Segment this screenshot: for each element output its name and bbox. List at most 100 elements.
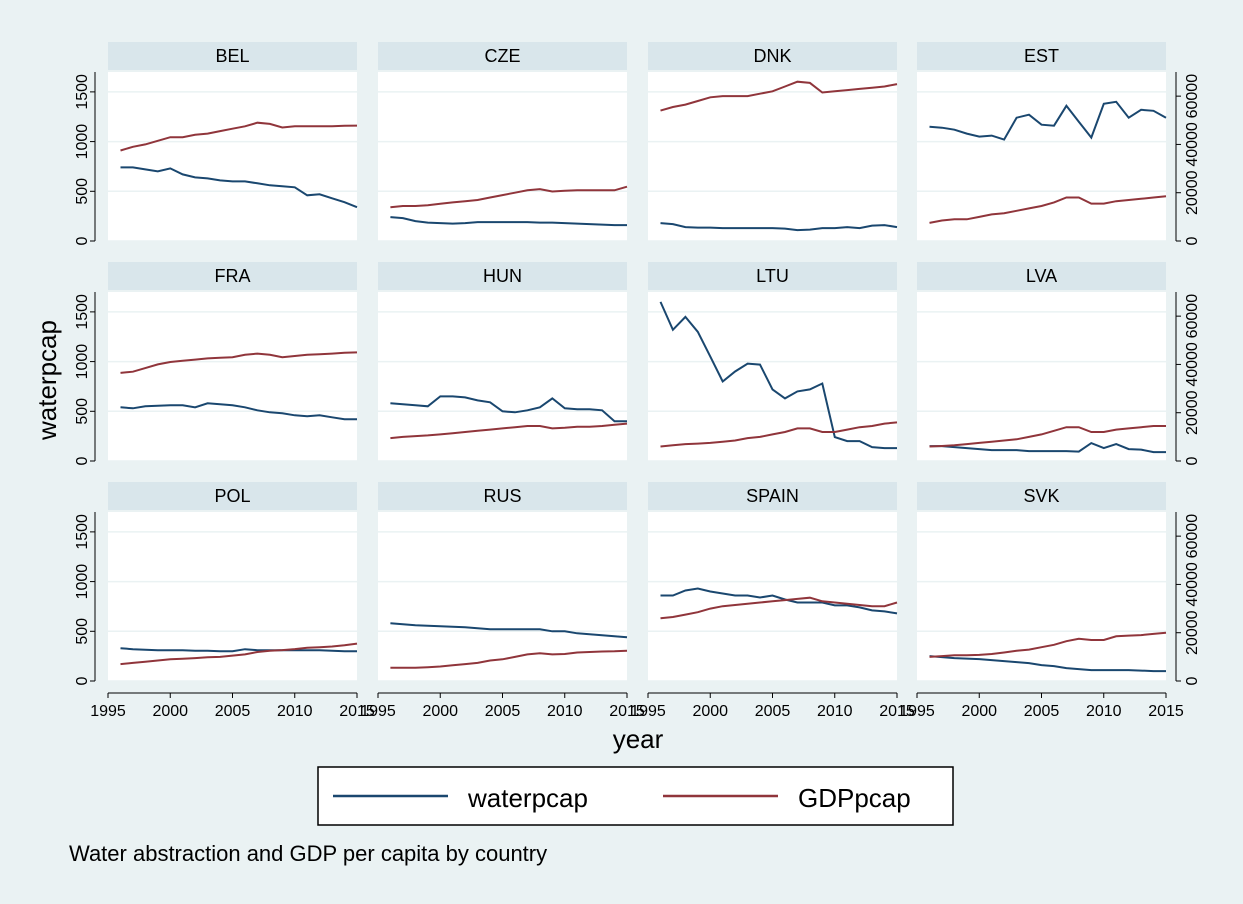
x-tick-label: 2000 — [961, 703, 997, 720]
gdppcap-line — [390, 185, 628, 209]
gdppcap-line — [929, 425, 1166, 448]
y-tick-label-right: 0 — [1184, 456, 1201, 465]
y-tick-label-right: 40000 — [1184, 122, 1201, 167]
panel-title: EST — [1024, 46, 1059, 66]
panel-spain: SPAIN — [648, 482, 898, 682]
panel-title: DNK — [753, 46, 791, 66]
gdppcap-line — [120, 351, 358, 374]
y-tick-label-left: 1500 — [74, 294, 91, 330]
waterpcap-line — [660, 587, 898, 615]
panel-strip — [108, 262, 357, 290]
panel-strip — [378, 42, 627, 70]
x-tick-label: 2000 — [152, 703, 188, 720]
waterpcap-line — [390, 622, 628, 639]
x-tick-label: 2010 — [277, 703, 313, 720]
x-tick-label: 1995 — [630, 703, 666, 720]
panel-strip — [648, 482, 897, 510]
x-tick-label: 2005 — [215, 703, 251, 720]
x-tick-label: 2000 — [692, 703, 728, 720]
panel-cze: CZE — [378, 42, 628, 242]
panel-est: EST — [917, 42, 1167, 242]
panel-title: HUN — [483, 266, 522, 286]
x-tick-label: 2010 — [547, 703, 583, 720]
waterpcap-line — [929, 655, 1166, 673]
panel-hun: HUN — [378, 262, 628, 462]
y-tick-label-left: 1000 — [74, 344, 91, 380]
plot-area — [378, 292, 627, 461]
plot-area — [108, 512, 357, 681]
panel-title: BEL — [215, 46, 249, 66]
y-tick-label-left: 1500 — [74, 514, 91, 550]
y-tick-label-right: 20000 — [1184, 610, 1201, 655]
x-tick-label: 1995 — [899, 703, 935, 720]
panel-strip — [648, 42, 897, 70]
panel-title: FRA — [215, 266, 251, 286]
panel-strip — [917, 482, 1166, 510]
legend-gdppcap-label: GDPpcap — [798, 783, 911, 813]
x-tick-label: 2005 — [485, 703, 521, 720]
plot-area — [378, 512, 627, 681]
axes-layer: 0 500 1000 1500 0 500 1000 1500 0 500 1000 1500 0 200… — [74, 72, 1201, 720]
gdppcap-line — [120, 642, 358, 666]
x-tick-label: 2010 — [817, 703, 853, 720]
panel-grid: BEL CZE DNK EST FRA HUN LTU LVA POL RUS SPAIN SVK — [108, 42, 1167, 682]
panel-title: LVA — [1026, 266, 1057, 286]
y-tick-label-right: 40000 — [1184, 562, 1201, 607]
panel-title: LTU — [756, 266, 789, 286]
gdppcap-line — [660, 596, 898, 620]
panel-strip — [917, 42, 1166, 70]
panel-ltu: LTU — [648, 262, 898, 462]
x-tick-label: 2015 — [1148, 703, 1184, 720]
legend-waterpcap-label: waterpcap — [467, 783, 588, 813]
panel-strip — [648, 262, 897, 290]
y-tick-label-right: 60000 — [1184, 514, 1201, 559]
panel-title: CZE — [485, 46, 521, 66]
panel-title: RUS — [483, 486, 521, 506]
panel-strip — [378, 262, 627, 290]
y-tick-label-left: 500 — [74, 398, 91, 425]
waterpcap-line — [659, 301, 897, 450]
plot-area — [108, 292, 357, 461]
y-tick-label-right: 20000 — [1184, 390, 1201, 435]
panel-strip — [108, 482, 357, 510]
x-tick-label: 2010 — [1086, 703, 1122, 720]
panel-strip — [108, 42, 357, 70]
x-axis-title: year — [613, 724, 664, 754]
waterpcap-line — [929, 441, 1166, 454]
gdppcap-line — [660, 80, 898, 112]
y-tick-label-right: 0 — [1184, 236, 1201, 245]
plot-area — [648, 292, 897, 461]
panel-rus: RUS — [378, 482, 628, 682]
y-tick-label-right: 60000 — [1184, 294, 1201, 339]
panel-svk: SVK — [917, 482, 1167, 682]
y-tick-label-left: 0 — [74, 676, 91, 685]
panel-fra: FRA — [108, 262, 358, 462]
waterpcap-line — [390, 216, 627, 227]
gdppcap-line — [390, 649, 628, 669]
panel-strip — [378, 482, 627, 510]
plot-area — [917, 512, 1166, 681]
waterpcap-line — [120, 166, 358, 209]
y-tick-label-left: 1000 — [74, 124, 91, 160]
y-tick-label-left: 0 — [74, 456, 91, 465]
panel-title: POL — [214, 486, 250, 506]
gdppcap-line — [929, 631, 1167, 658]
waterpcap-line — [120, 402, 357, 421]
x-tick-label: 2015 — [879, 703, 915, 720]
plot-area — [917, 72, 1166, 241]
legend: waterpcap GDPpcap — [317, 766, 954, 826]
panel-bel: BEL — [108, 42, 358, 242]
y-tick-label-right: 60000 — [1184, 74, 1201, 119]
panel-pol: POL — [108, 482, 358, 682]
x-tick-label: 2005 — [1024, 703, 1060, 720]
x-tick-label: 2015 — [609, 703, 645, 720]
x-tick-label: 2000 — [422, 703, 458, 720]
gdppcap-line — [660, 421, 898, 448]
x-tick-label: 1995 — [90, 703, 126, 720]
x-tick-label: 1995 — [360, 703, 396, 720]
plot-area — [917, 292, 1166, 461]
plot-area — [648, 72, 897, 241]
y-tick-label-right: 20000 — [1184, 170, 1201, 215]
x-tick-label: 2015 — [339, 703, 375, 720]
